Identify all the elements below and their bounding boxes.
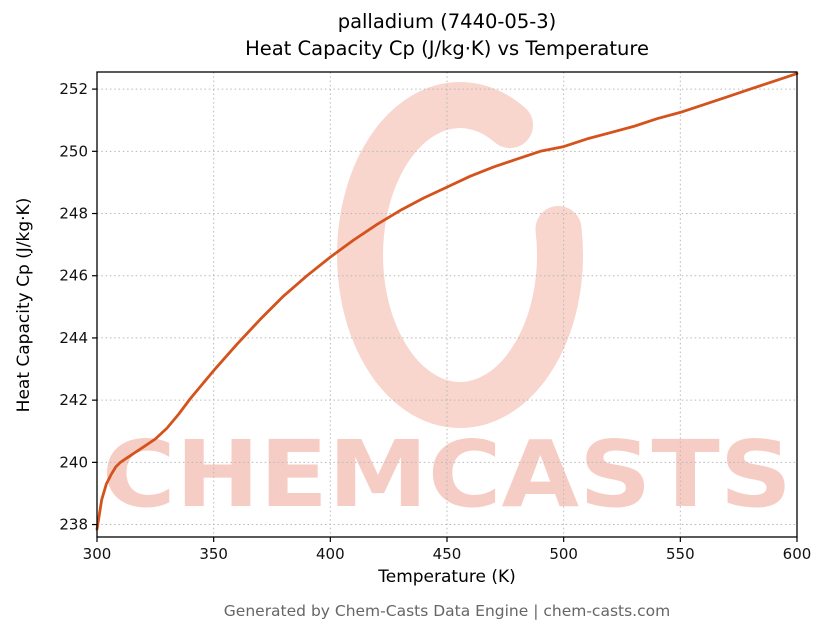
y-axis-label: Heat Capacity Cp (J/kg·K) <box>14 197 34 413</box>
x-tick-label: 600 <box>783 545 812 563</box>
chart-title-block: palladium (7440-05-3) Heat Capacity Cp (… <box>97 8 797 62</box>
y-tick-label: 244 <box>59 329 88 347</box>
y-tick-label: 248 <box>59 205 88 223</box>
y-tick-label: 252 <box>59 80 88 98</box>
x-tick-label: 550 <box>666 545 695 563</box>
y-tick-label: 240 <box>59 453 88 471</box>
chart-subtitle: Heat Capacity Cp (J/kg·K) vs Temperature <box>245 37 649 60</box>
tick-labels: 300 350 400 450 500 550 600 238 240 242 244 246 248 2… <box>59 80 811 563</box>
y-tick-label: 238 <box>59 516 88 534</box>
cp-curve <box>95 72 799 531</box>
x-tick-label: 500 <box>549 545 578 563</box>
x-tick-label: 350 <box>199 545 228 563</box>
footer-text: Generated by Chem-Casts Data Engine | ch… <box>223 602 671 620</box>
x-tick-label: 450 <box>433 545 462 563</box>
y-tick-label: 242 <box>59 391 88 409</box>
y-tick-label: 246 <box>59 267 88 285</box>
chemcasts-logo-icon <box>337 82 583 428</box>
chart-title: palladium (7440-05-3) <box>337 10 557 33</box>
x-tick-label: 300 <box>83 545 112 563</box>
x-axis-label: Temperature (K) <box>378 567 516 587</box>
y-tick-label: 250 <box>59 142 88 160</box>
x-tick-label: 400 <box>316 545 345 563</box>
